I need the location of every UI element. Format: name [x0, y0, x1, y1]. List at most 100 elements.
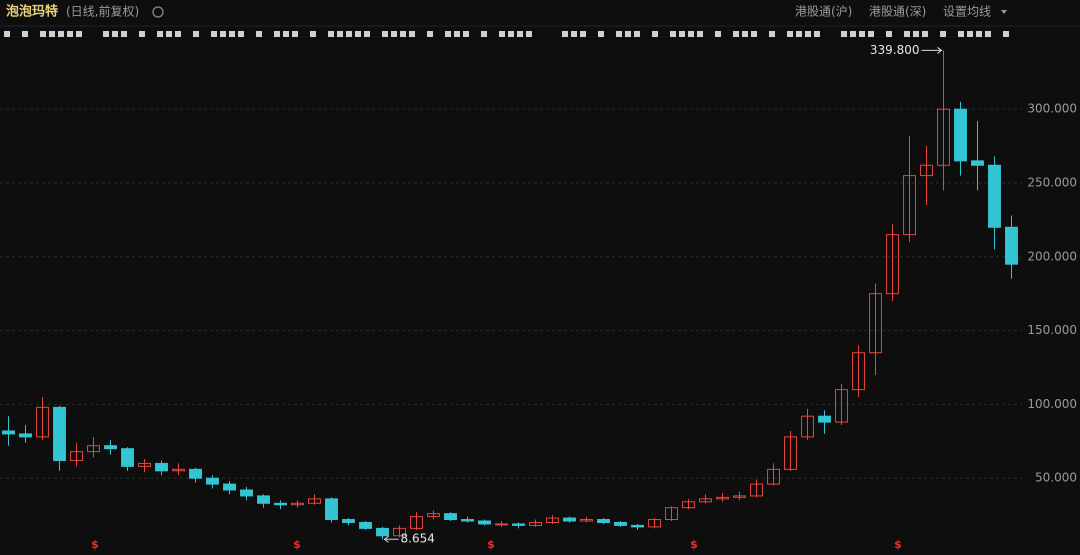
event-dot [670, 31, 676, 37]
candle-body [852, 352, 865, 391]
candle-body [784, 436, 797, 470]
event-dot [238, 31, 244, 37]
event-dot [985, 31, 991, 37]
candle-body [53, 406, 66, 461]
candle-body [104, 445, 117, 450]
candle-body [121, 448, 134, 467]
event-dot [256, 31, 262, 37]
event-dot [886, 31, 892, 37]
candle-body [1005, 226, 1018, 265]
event-dot [166, 31, 172, 37]
candle-body [257, 495, 270, 504]
candle-body [971, 160, 984, 166]
candle-body [189, 468, 202, 479]
candle-body [767, 468, 780, 485]
candle-body [70, 451, 83, 461]
event-dot [382, 31, 388, 37]
candle-body [36, 406, 49, 438]
candle-body [444, 513, 457, 521]
event-dot [697, 31, 703, 37]
candle-body [325, 498, 338, 521]
candle-body [529, 521, 542, 526]
candle-body [614, 521, 627, 526]
event-dot [922, 31, 928, 37]
event-dot [229, 31, 235, 37]
event-dot [967, 31, 973, 37]
event-dot [445, 31, 451, 37]
candle-body [2, 430, 15, 435]
menu-item[interactable]: 港股通(深) [869, 5, 926, 19]
event-dot [598, 31, 604, 37]
event-dot [211, 31, 217, 37]
candle-body [410, 516, 423, 529]
event-dot [562, 31, 568, 37]
candle-body [665, 507, 678, 521]
event-dot [841, 31, 847, 37]
y-tick-label: 50.000 [1035, 471, 1077, 485]
event-dot [787, 31, 793, 37]
event-dot [679, 31, 685, 37]
event-dot [121, 31, 127, 37]
event-dot [274, 31, 280, 37]
event-dot [292, 31, 298, 37]
annotation-arrowhead [383, 535, 389, 543]
y-tick-label: 300.000 [1027, 102, 1077, 116]
event-dot [49, 31, 55, 37]
chart-title: 泡泡玛特 [6, 4, 58, 20]
candle-body [699, 498, 712, 503]
candle-body [903, 175, 916, 236]
candle-body [750, 483, 763, 497]
candle-body [308, 498, 321, 504]
candle-body [342, 519, 355, 523]
event-dot [580, 31, 586, 37]
dividend-mark: $ [894, 538, 902, 551]
event-dot [400, 31, 406, 37]
dividend-mark: $ [487, 538, 495, 551]
y-tick-label: 250.000 [1027, 175, 1077, 189]
annotation-arrowhead [937, 47, 943, 54]
event-dot [328, 31, 334, 37]
menu-item[interactable]: 设置均线 [943, 5, 991, 19]
event-dot [346, 31, 352, 37]
y-tick-label: 150.000 [1027, 323, 1077, 337]
candle-body [580, 519, 593, 522]
candle-body [87, 445, 100, 453]
event-dot [814, 31, 820, 37]
candle-body [138, 462, 151, 467]
candle-body [835, 389, 848, 423]
dropdown-arrow[interactable] [1001, 10, 1007, 14]
event-dot [616, 31, 622, 37]
candle-body [393, 527, 406, 537]
candle-body [920, 164, 933, 177]
candle-body [512, 523, 525, 526]
candle-body [563, 517, 576, 522]
event-dot [220, 31, 226, 37]
candle-body [733, 495, 746, 498]
candle-body [648, 519, 661, 528]
event-dot [868, 31, 874, 37]
candle-body [478, 520, 491, 525]
event-dot [58, 31, 64, 37]
event-dot [454, 31, 460, 37]
event-dot [481, 31, 487, 37]
event-dot [139, 31, 145, 37]
event-dot [913, 31, 919, 37]
event-dot [463, 31, 469, 37]
dividend-mark: $ [91, 538, 99, 551]
settings-icon[interactable] [152, 6, 164, 18]
candle-body [937, 108, 950, 166]
y-tick-label: 100.000 [1027, 397, 1077, 411]
event-dot [508, 31, 514, 37]
event-dot [427, 31, 433, 37]
chart-subtitle: (日线,前复权) [66, 4, 139, 19]
event-dot [499, 31, 505, 37]
event-dot [958, 31, 964, 37]
menu-item[interactable]: 港股通(沪) [795, 5, 852, 19]
event-dot [355, 31, 361, 37]
candle-body [801, 415, 814, 438]
event-dot [526, 31, 532, 37]
event-dot [850, 31, 856, 37]
event-dot [976, 31, 982, 37]
event-dot [733, 31, 739, 37]
